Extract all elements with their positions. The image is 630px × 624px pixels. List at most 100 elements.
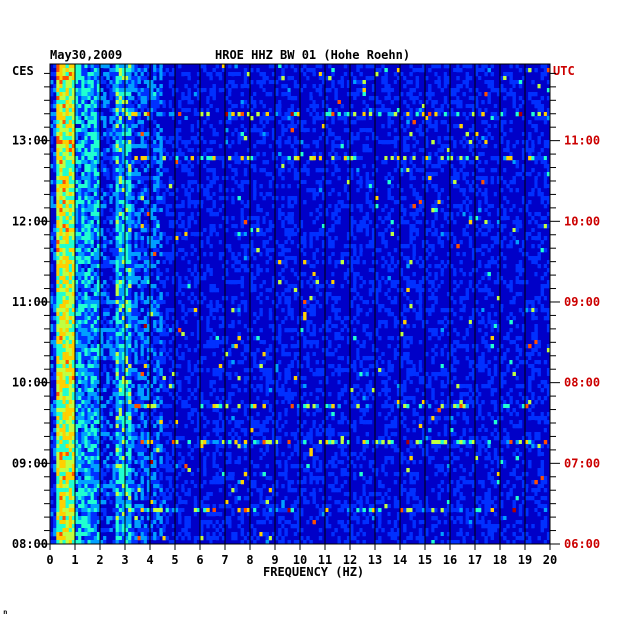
heatmap-cell [543,116,548,121]
heatmap-cell [478,136,482,141]
heatmap-cell [315,260,320,265]
heatmap-cell [112,152,116,157]
heatmap-cell [487,128,491,133]
heatmap-cell [409,204,413,209]
heatmap-cell [128,84,132,89]
heatmap-cell [412,160,416,165]
heatmap-cell [396,136,401,141]
heatmap-cell [109,160,113,165]
heatmap-cell [115,124,120,129]
heatmap-cell [421,112,426,117]
heatmap-cell [156,140,160,145]
heatmap-cell [521,100,526,105]
heatmap-cell [56,212,60,217]
heatmap-cell [462,272,466,277]
heatmap-cell [371,108,376,113]
heatmap-cell [93,200,98,205]
heatmap-cell [325,168,329,173]
heatmap-cell [356,64,360,69]
heatmap-cell [334,176,338,181]
heatmap-cell [196,280,201,285]
heatmap-cell [150,284,154,289]
heatmap-cell [100,104,104,109]
heatmap-cell [321,100,326,105]
heatmap-cell [362,132,366,137]
heatmap-cell [50,208,54,213]
heatmap-cell [215,192,220,197]
heatmap-cell [106,84,110,89]
heatmap-cell [125,264,129,269]
heatmap-cell [337,264,341,269]
heatmap-cell [475,136,479,141]
heatmap-cell [118,220,123,225]
heatmap-cell [212,88,216,93]
heatmap-cell [62,64,66,69]
heatmap-cell [393,68,398,73]
heatmap-cell [153,92,157,97]
heatmap-cell [221,264,226,269]
heatmap-cell [246,104,251,109]
heatmap-cell [78,96,82,101]
heatmap-cell [118,96,123,101]
heatmap-cell [537,200,541,205]
heatmap-cell [90,184,95,189]
heatmap-cell [343,116,348,121]
heatmap-cell [131,160,135,165]
heatmap-cell [381,116,385,121]
heatmap-cell [237,236,241,241]
heatmap-cell [256,164,260,169]
heatmap-cell [53,64,57,69]
heatmap-cell [81,152,85,157]
heatmap-cell [484,72,488,77]
heatmap-cell [140,152,145,157]
heatmap-cell [181,240,185,245]
heatmap-cell [396,164,401,169]
heatmap-cell [246,244,251,249]
heatmap-cell [509,128,513,133]
heatmap-cell [365,112,370,117]
heatmap-cell [87,240,91,245]
heatmap-cell [59,196,63,201]
heatmap-cell [250,164,254,169]
heatmap-cell [234,84,238,89]
heatmap-cell [371,260,376,265]
heatmap-cell [65,108,70,113]
heatmap-cell [100,68,104,73]
heatmap-cell [87,88,91,93]
heatmap-cell [228,116,232,121]
heatmap-cell [190,136,195,141]
heatmap-cell [134,252,138,257]
heatmap-cell [115,256,120,261]
heatmap-cell [134,232,138,237]
heatmap-cell [56,112,60,117]
heatmap-cell [218,240,223,245]
heatmap-cell [225,84,229,89]
heatmap-cell [234,260,238,265]
heatmap-cell [478,92,482,97]
heatmap-cell [134,160,138,165]
heatmap-cell [121,260,126,265]
heatmap-cell [84,140,88,145]
heatmap-cell [506,244,510,249]
heatmap-cell [459,100,463,105]
heatmap-cell [490,88,495,93]
heatmap-cell [484,192,488,197]
heatmap-cell [481,252,485,257]
heatmap-cell [90,212,95,217]
heatmap-cell [71,204,76,209]
heatmap-cell [331,148,335,153]
heatmap-cell [403,108,407,113]
heatmap-cell [493,240,498,245]
heatmap-cell [100,244,104,249]
heatmap-cell [59,192,63,197]
heatmap-cell [396,68,401,73]
heatmap-cell [168,80,173,85]
heatmap-cell [400,80,404,85]
heatmap-cell [171,212,176,217]
heatmap-cell [93,268,98,273]
heatmap-cell [87,228,91,233]
heatmap-cell [406,136,410,141]
heatmap-cell [228,248,232,253]
heatmap-cell [146,168,151,173]
heatmap-cell [115,152,120,157]
